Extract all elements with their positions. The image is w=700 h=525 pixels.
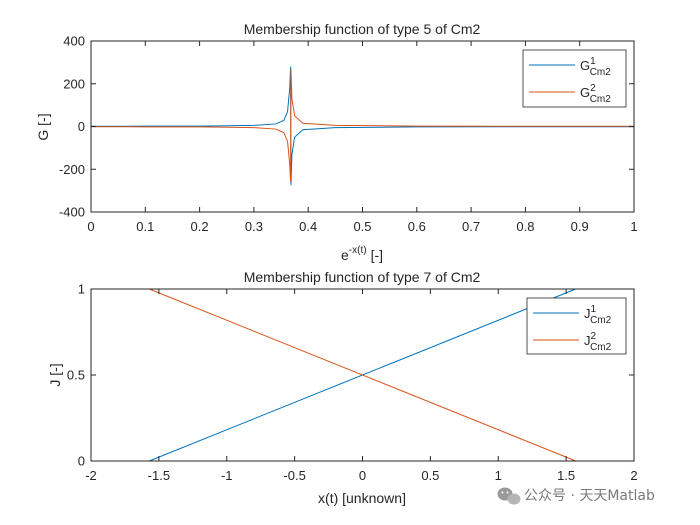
top-chart-title: Membership function of type 5 of Cm2 bbox=[244, 21, 481, 37]
legend-j1-sup: 1 bbox=[591, 304, 597, 315]
bottom-y-tick-label: 1 bbox=[78, 282, 85, 297]
top-axes: Membership function of type 5 of Cm2 0 0.… bbox=[35, 21, 638, 263]
bottom-x-tick-label: 2 bbox=[630, 468, 637, 483]
bottom-x-tick-label: 0.5 bbox=[421, 468, 439, 483]
legend-j2-base: J bbox=[584, 333, 591, 348]
top-y-tick-label: -400 bbox=[59, 205, 85, 220]
bottom-x-tick-label: 1 bbox=[495, 468, 502, 483]
top-y-ticks: -400 -200 0 200 400 bbox=[59, 34, 634, 220]
top-y-tick-label: -200 bbox=[59, 162, 85, 177]
top-x-tick-label: 0.2 bbox=[191, 219, 209, 234]
bottom-y-ticks: 00.51 bbox=[67, 282, 634, 469]
bottom-legend-box bbox=[526, 297, 627, 355]
top-legend: G1 Cm2 G2 Cm2 bbox=[522, 49, 627, 108]
bottom-x-tick-label: 0 bbox=[359, 468, 366, 483]
top-plot-area bbox=[90, 66, 634, 186]
legend-j1-base: J bbox=[584, 306, 591, 321]
bottom-y-tick-label: 0 bbox=[78, 454, 85, 469]
bottom-x-ticks: -2 -1.5 -1 -0.5 0 0.5 1 1.5 2 bbox=[85, 289, 638, 483]
top-y-axis-label: G [-] bbox=[35, 113, 51, 140]
top-x-tick-label: 0.1 bbox=[136, 219, 154, 234]
top-x-tick-label: 1 bbox=[630, 219, 637, 234]
bottom-legend-label-j2: J2 Cm2 bbox=[584, 331, 612, 353]
bottom-x-tick-label: -2 bbox=[85, 468, 97, 483]
legend-g2-sub: Cm2 bbox=[590, 94, 612, 105]
top-x-axis-label-exponent: -x(t) bbox=[349, 245, 367, 256]
top-x-tick-label: 0.8 bbox=[516, 219, 534, 234]
top-series-line-2 bbox=[90, 68, 634, 183]
top-series-line-1 bbox=[90, 66, 634, 186]
bottom-y-axis-label: J [-] bbox=[47, 363, 63, 386]
top-x-ticks: 0 0.1 0.2 0.3 0.4 0.5 0.6 0.7 0.8 0.9 1 bbox=[87, 41, 638, 234]
top-x-tick-label: 0.7 bbox=[462, 219, 480, 234]
top-x-tick-label: 0.6 bbox=[408, 219, 426, 234]
bottom-x-tick-label: -1.5 bbox=[148, 468, 170, 483]
legend-j1-sub: Cm2 bbox=[590, 315, 612, 326]
wechat-icon bbox=[497, 487, 521, 505]
bottom-legend: J1 Cm2 J2 Cm2 bbox=[526, 297, 627, 355]
top-x-tick-label: 0.5 bbox=[353, 219, 371, 234]
top-y-tick-label: 200 bbox=[63, 76, 85, 91]
bottom-axes: Membership function of type 7 of Cm2 -2-… bbox=[47, 269, 638, 506]
top-x-tick-label: 0.3 bbox=[245, 219, 263, 234]
bottom-x-tick-label: -1 bbox=[221, 468, 233, 483]
top-legend-box bbox=[522, 49, 627, 108]
legend-g2-sup: 2 bbox=[590, 83, 596, 94]
bottom-x-axis-label: x(t) [unknown] bbox=[318, 490, 406, 506]
top-legend-label-g2: G2 Cm2 bbox=[580, 83, 611, 105]
top-x-tick-label: 0.9 bbox=[571, 219, 589, 234]
top-y-tick-label: 0 bbox=[78, 119, 85, 134]
top-x-tick-label: 0.4 bbox=[299, 219, 317, 234]
bottom-x-tick-label: -0.5 bbox=[283, 468, 305, 483]
bottom-y-tick-label: 0.5 bbox=[67, 368, 85, 383]
legend-j2-sup: 2 bbox=[591, 331, 597, 342]
top-x-axis-label-base: e bbox=[341, 247, 349, 263]
legend-g1-base: G bbox=[580, 58, 590, 73]
watermark-text: 公众号 · 天天Matlab bbox=[524, 488, 655, 504]
top-x-axis-label-unit: [-] bbox=[371, 247, 383, 263]
bottom-legend-label-j1: J1 Cm2 bbox=[584, 304, 612, 326]
top-y-tick-label: 400 bbox=[63, 34, 85, 49]
bottom-chart-title: Membership function of type 7 of Cm2 bbox=[244, 269, 481, 285]
bottom-x-tick-label: 1.5 bbox=[557, 468, 575, 483]
top-x-tick-label: 0 bbox=[87, 219, 94, 234]
legend-j2-sub: Cm2 bbox=[590, 342, 612, 353]
top-legend-label-g1: G1 Cm2 bbox=[580, 56, 611, 78]
watermark: 公众号 · 天天Matlab bbox=[497, 487, 655, 505]
legend-g1-sub: Cm2 bbox=[590, 67, 612, 78]
legend-g1-sup: 1 bbox=[590, 56, 596, 67]
legend-g2-base: G bbox=[580, 85, 590, 100]
top-x-axis-label: e-x(t) [-] bbox=[341, 245, 383, 263]
bottom-series-line-2 bbox=[149, 288, 576, 462]
bottom-plot-area bbox=[149, 288, 576, 462]
